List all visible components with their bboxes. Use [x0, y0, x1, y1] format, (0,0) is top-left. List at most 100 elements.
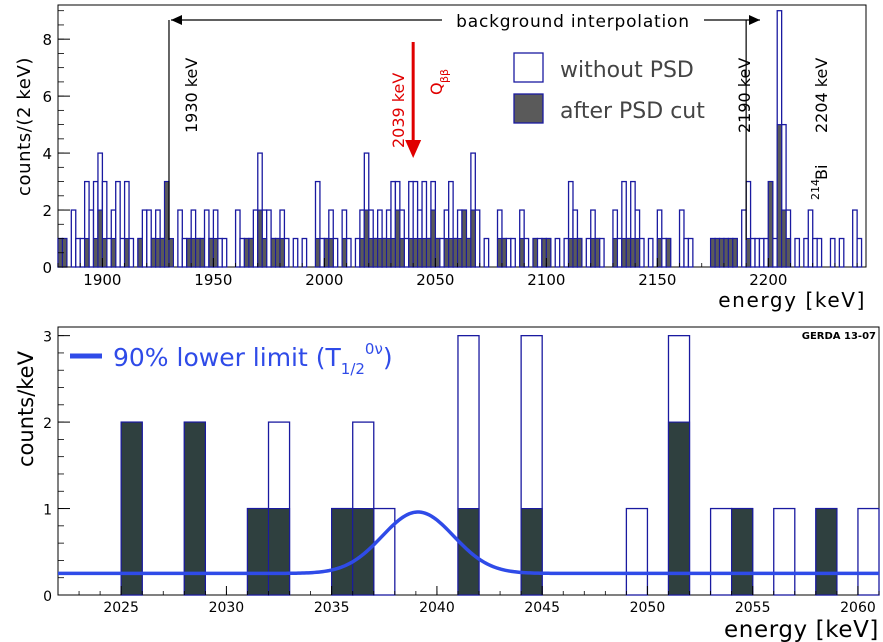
bar-after-psd-2094	[532, 237, 539, 268]
bar-after-psd-2028	[385, 237, 392, 268]
bar-without-psd-1912	[128, 237, 135, 268]
bar-after-psd-2054	[731, 507, 754, 596]
q-subscript: ββ	[438, 69, 451, 83]
bar-without-psd-2152	[661, 237, 667, 268]
x-tick-label-2055: 2055	[735, 600, 771, 616]
bar-after-psd-2032	[394, 209, 401, 268]
bar-after-psd-1964	[243, 237, 250, 268]
bar-after-psd-1996	[314, 237, 321, 268]
y-tick-label-2: 2	[43, 416, 52, 432]
bar-without-psd-1894	[88, 209, 95, 268]
bar-after-psd-1922	[150, 237, 157, 268]
y-tick-label-6: 6	[42, 88, 52, 106]
x-tick-label-2000: 2000	[305, 271, 343, 289]
x-tick-label-2050: 2050	[630, 600, 666, 616]
bar-without-psd-2072	[483, 237, 490, 268]
bar-after-psd-2204	[776, 124, 783, 268]
bar-after-psd-1948	[208, 237, 214, 268]
top-legend: without PSD after PSD cut	[513, 52, 705, 124]
bottom-legend: 90% lower limit (T1/20ν)	[70, 340, 393, 378]
bar-after-psd-2174	[710, 237, 716, 268]
bar-after-psd-1924	[155, 237, 161, 268]
bar-after-psd-2022	[372, 237, 379, 268]
bar-without-psd-1968	[252, 209, 259, 268]
bar-after-psd-2044	[421, 237, 428, 268]
bar-without-psd-2124	[598, 237, 605, 268]
bar-without-psd-2146	[647, 237, 654, 268]
x-tick-label-2030: 2030	[209, 600, 245, 616]
top-x-axis-label: energy [keV]	[718, 288, 866, 312]
bar-after-psd-1980	[279, 237, 285, 268]
bar-without-psd-1960	[234, 209, 241, 268]
legend-curve-sub: 1/2	[341, 360, 365, 378]
bar-without-psd-2212	[794, 237, 801, 268]
bar-after-psd-2112	[572, 237, 578, 268]
bar-after-psd-1910	[124, 237, 130, 268]
x-tick-label-2100: 2100	[527, 271, 565, 289]
bar-after-psd-2184	[732, 237, 738, 268]
bar-after-psd-1892	[84, 237, 90, 268]
bar-after-psd-1970	[257, 209, 263, 268]
arrowhead-left	[171, 15, 182, 25]
bar-without-psd-1902	[106, 237, 112, 268]
bar-after-psd-2190	[745, 237, 752, 268]
bar-without-psd-2118	[585, 237, 592, 268]
q-symbol: Q	[427, 82, 446, 95]
x-tick-label-2150: 2150	[638, 271, 676, 289]
bar-after-psd-2200	[767, 181, 774, 268]
bar-without-psd-1962	[239, 237, 246, 268]
bar-without-psd-2228	[829, 237, 836, 268]
top-y-axis-label: counts/(2 keV)	[14, 57, 35, 196]
bar-without-psd-2049	[625, 507, 649, 596]
bar-without-psd-1986	[292, 237, 299, 268]
bar-after-psd-2048	[430, 209, 436, 268]
bar-after-psd-2034	[399, 237, 405, 268]
bar-after-psd-2110	[567, 237, 574, 268]
x-tick-label-2200: 2200	[749, 271, 787, 289]
x-tick-label-2060: 2060	[840, 600, 876, 616]
bar-without-psd-1886	[70, 209, 77, 268]
bar-without-psd-2084	[510, 237, 516, 268]
bar-without-psd-1890	[79, 237, 86, 268]
bar-without-psd-1990	[301, 237, 308, 268]
bar-without-psd-2132	[616, 237, 623, 268]
bottom-panel: 2025 2030 2035 2040 2045 2050 2055 2060 0 1 2 3 GE…	[14, 326, 880, 642]
bar-after-psd-2088	[519, 237, 525, 268]
bar-after-psd-2040	[412, 237, 419, 268]
x-tick-label-2040: 2040	[419, 600, 455, 616]
bar-after-psd-2060	[457, 237, 463, 268]
q-value-energy-label: 2039 keV	[389, 73, 408, 148]
bar-after-psd-2064	[465, 237, 472, 268]
bar-after-psd-1900	[101, 237, 108, 268]
bar-after-psd-2058	[815, 507, 838, 596]
bar-after-psd-1938	[186, 237, 192, 268]
bar-after-psd-1930	[168, 237, 174, 268]
bar-without-psd-2162	[683, 237, 690, 268]
bar-after-psd-2038	[408, 237, 414, 268]
bar-after-psd-2062	[461, 209, 467, 268]
bar-after-psd-2046	[425, 237, 432, 268]
bar-without-psd-1908	[119, 237, 126, 268]
bar-after-psd-2136	[625, 237, 632, 268]
bar-without-psd-1952	[217, 237, 223, 268]
q-value-arrowhead	[405, 140, 422, 158]
bar-after-psd-2056	[448, 237, 454, 268]
bar-without-psd-2160	[678, 209, 685, 268]
bar-without-psd-2142	[638, 237, 645, 268]
bar-after-psd-2176	[714, 237, 721, 268]
q-bb-label: Q ββ	[427, 69, 451, 95]
background-interpolation-label: background interpolation	[456, 12, 690, 32]
bi214-symbol: Bi	[812, 165, 831, 180]
bar-without-psd-2196	[758, 237, 765, 268]
bar-without-psd-1954	[221, 237, 228, 268]
bar-without-psd-1946	[203, 209, 210, 268]
bar-without-psd-2216	[803, 237, 809, 268]
bar-without-psd-2052	[439, 237, 445, 268]
bar-after-psd-1972	[261, 237, 268, 268]
bar-without-psd-1974	[266, 209, 272, 268]
bar-after-psd-2130	[612, 237, 618, 268]
arrowhead-right	[749, 15, 760, 25]
top-panel: 1900 1950 2000 2050 2100 2150 2200 0 2 4 6 8 backg…	[14, 4, 867, 312]
bar-after-psd-2138	[630, 237, 636, 268]
